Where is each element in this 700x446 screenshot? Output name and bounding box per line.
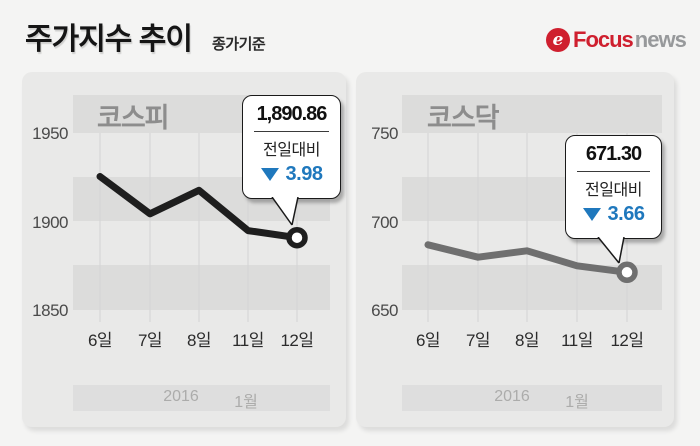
kosdaq-chart-title: 코스닥 [427,103,500,133]
y-axis-tick-label: 1950 [32,124,68,143]
y-axis-tick-label: 700 [371,212,398,232]
kosdaq-title-band [402,95,662,133]
kosdaq-change-value: 3.66 [607,203,645,225]
x-axis-tick-label: 11일 [232,331,264,350]
x-axis-tick-label: 6일 [87,331,113,350]
page-subtitle: 종가기준 [212,36,266,53]
period-month: 1월 [234,394,258,411]
down-triangle-icon [260,168,279,181]
page-title: 주가지수 추이 [25,23,193,56]
x-axis-tick-label: 12일 [610,331,644,350]
index-trend-line [96,173,301,242]
period-band: 2016 1월 [402,385,662,411]
focus-news-logo: e Focus news [546,27,687,53]
focus-swirl-icon: e [546,28,570,52]
change-label: 전일대비 [263,142,320,159]
x-axis-tick-label: 7일 [137,331,163,350]
logo-text-news: news [634,27,687,52]
down-triangle-icon [582,208,601,221]
kospi-chart-panel: 코스피 2016 1월 1,890.86 전일대비 3.98 1950 1900 1… [22,72,346,427]
last-point-marker [616,261,638,284]
kosdaq-close-value: 671.30 [585,143,642,165]
change-label: 전일대비 [585,182,642,199]
kospi-change-value: 3.98 [285,163,323,185]
period-month: 1월 [565,394,589,411]
index-trend-line [424,241,631,276]
y-axis-tick-label: 750 [371,124,398,143]
last-point-marker [286,226,308,249]
kosdaq-chart-panel: 코스닥 2016 1월 671.30 전일대비 3.66 750 700 650 6일… [356,72,674,427]
period-band: 2016 1월 [73,385,330,411]
period-year: 2016 [163,388,199,405]
kospi-callout: 1,890.86 전일대비 3.98 [242,95,341,199]
kospi-line-chart [96,133,308,322]
y-axis-tick-label: 650 [371,301,398,320]
period-year: 2016 [494,388,530,405]
x-axis-tick-label: 11일 [561,331,593,350]
callout-divider [254,131,329,132]
kospi-callout-tail [271,197,299,226]
kospi-chart-title: 코스피 [97,103,170,133]
x-axis-tick-label: 12일 [280,331,314,350]
kosdaq-callout: 671.30 전일대비 3.66 [565,135,662,239]
x-axis-tick-label: 8일 [186,331,212,350]
logo-text-focus: Focus [573,27,634,52]
x-axis-tick-label: 7일 [465,331,491,350]
stripe-band [73,265,330,310]
kosdaq-callout-tail [597,237,625,264]
y-axis-tick-label: 1900 [32,212,68,232]
callout-divider [577,171,650,172]
x-axis-tick-label: 8일 [514,331,540,350]
x-axis-tick-label: 6일 [415,331,441,350]
kospi-close-value: 1,890.86 [256,103,328,125]
y-axis-tick-label: 1850 [32,301,68,320]
